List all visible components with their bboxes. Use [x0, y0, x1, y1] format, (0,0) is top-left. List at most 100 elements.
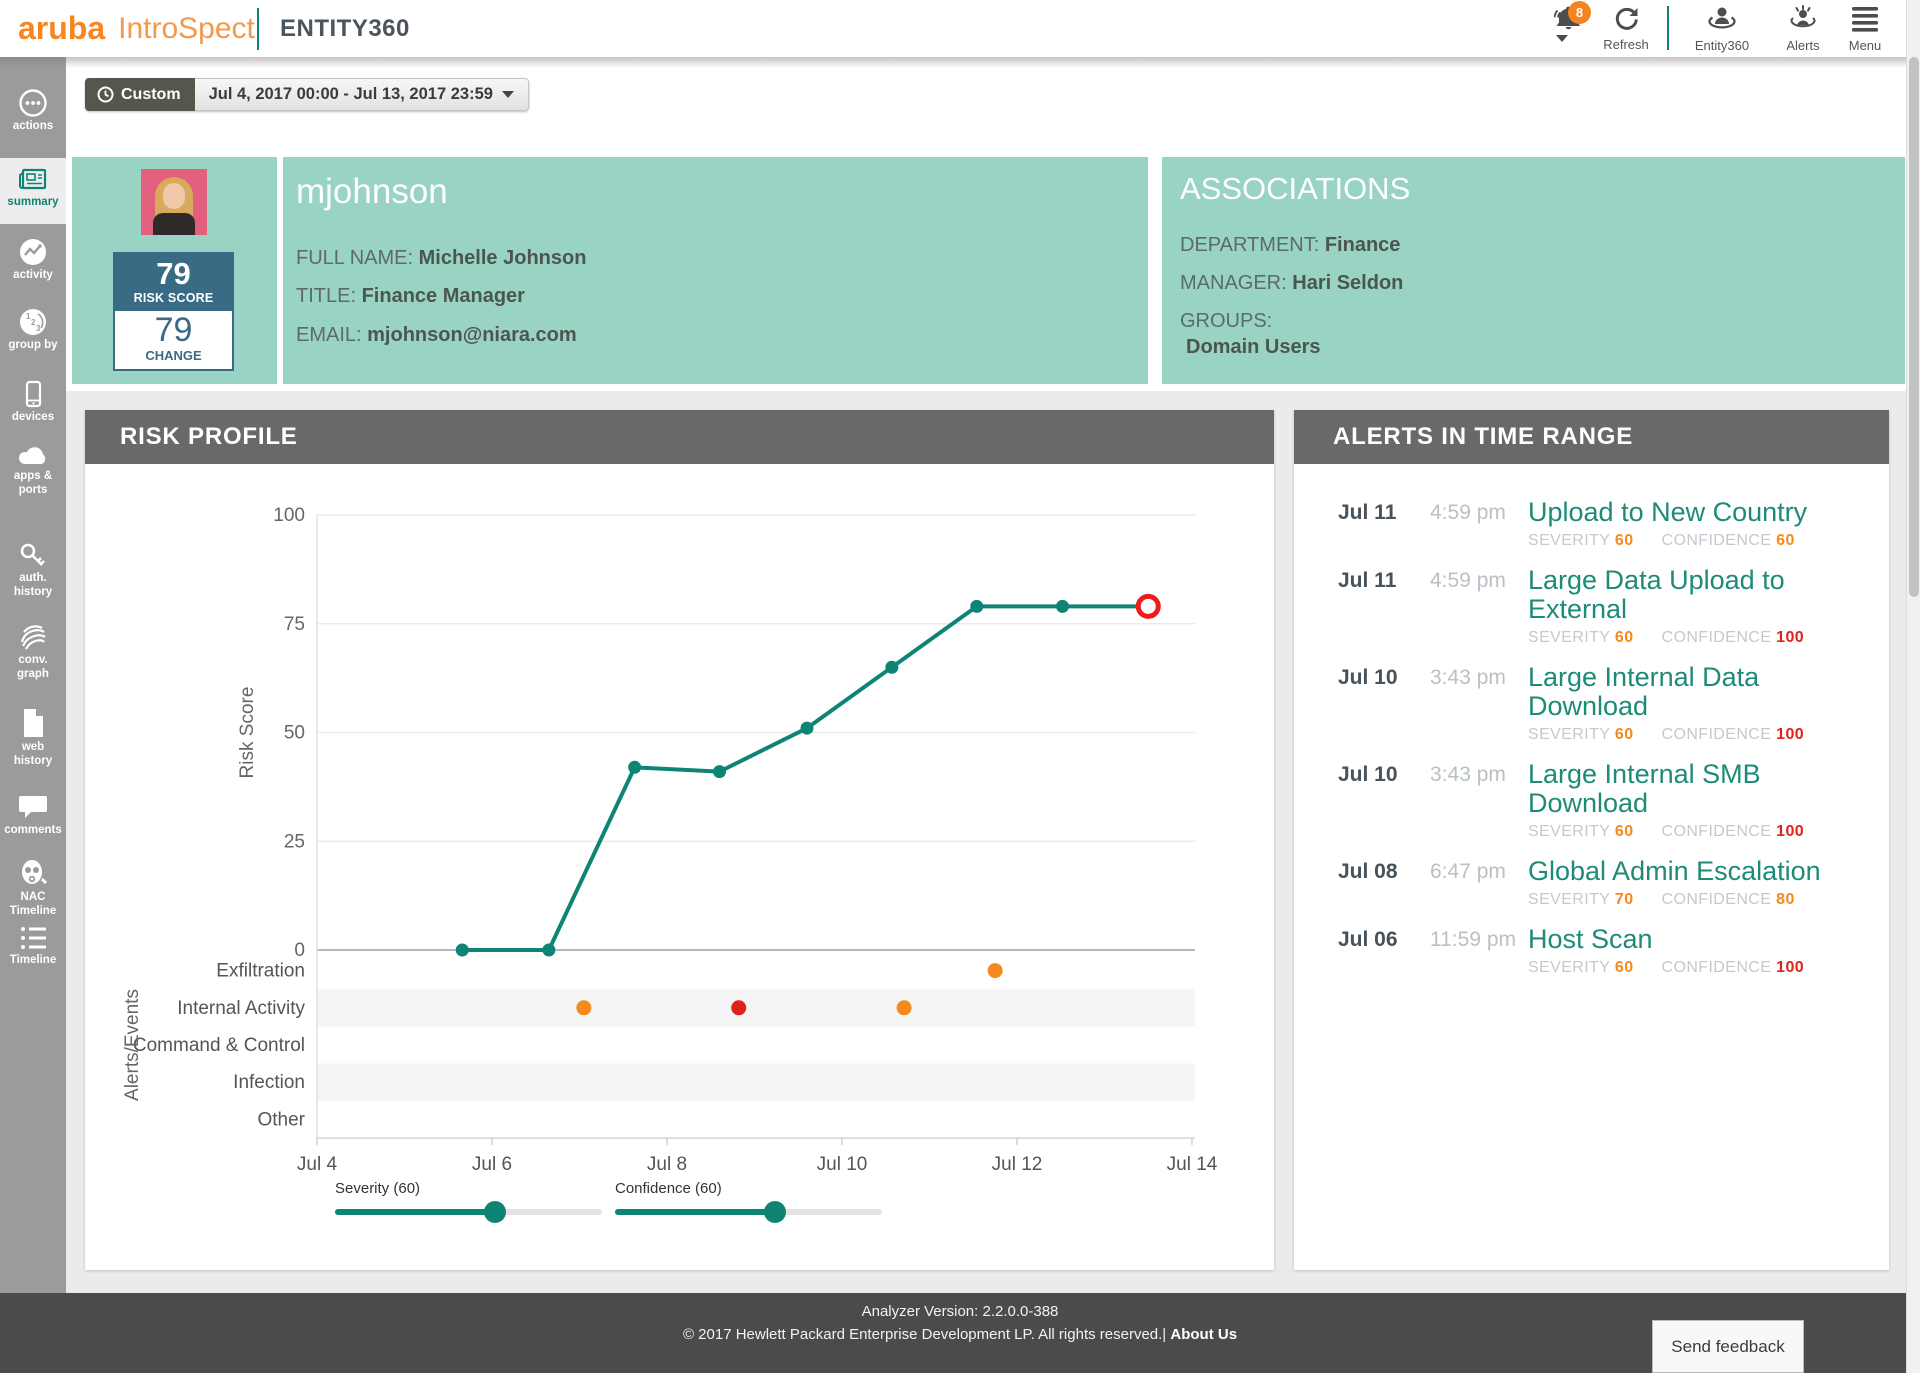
- risk-score-point[interactable]: [628, 760, 642, 774]
- confidence-label: CONFIDENCE: [1661, 532, 1772, 549]
- sidebar-item-group-by[interactable]: 1 2 3 group by: [0, 301, 66, 367]
- sidebar-item-activity[interactable]: activity: [0, 231, 66, 295]
- full-name-row: FULL NAME: Michelle Johnson: [296, 247, 587, 269]
- logo[interactable]: aruba IntroSpect: [18, 0, 255, 57]
- risk-score-point[interactable]: [1056, 599, 1069, 613]
- severity-value: 60: [1614, 629, 1634, 646]
- severity-slider-thumb[interactable]: [484, 1201, 507, 1223]
- confidence-slider[interactable]: Confidence (60): [615, 1180, 882, 1223]
- alert-title[interactable]: Large Internal SMB Download: [1528, 759, 1761, 818]
- sidebar-item-auth-history[interactable]: auth. history: [0, 534, 66, 618]
- alert-time: 4:59 pm: [1430, 501, 1506, 524]
- sidebar-item-timeline[interactable]: Timeline: [0, 918, 66, 986]
- chevron-down-icon: [501, 91, 514, 98]
- risk-score-badge[interactable]: 79 RISK SCORE 79 CHANGE: [113, 252, 234, 371]
- confidence-label: CONFIDENCE: [1661, 891, 1772, 908]
- profile-photo-panel: 79 RISK SCORE 79 CHANGE: [72, 157, 277, 384]
- time-range-value[interactable]: Jul 4, 2017 00:00 - Jul 13, 2017 23:59: [194, 78, 529, 111]
- sidebar-item-devices[interactable]: devices: [0, 373, 66, 437]
- current-risk-marker[interactable]: [1135, 593, 1161, 619]
- header-shadow: [0, 57, 1920, 68]
- event-dot[interactable]: [987, 963, 1003, 979]
- brand-aruba: aruba: [18, 10, 106, 46]
- severity-value: 70: [1614, 891, 1634, 908]
- severity-slider-track[interactable]: [335, 1201, 602, 1223]
- alert-item: Jul 10 3:43 pm Large Internal SMB Download…: [1338, 760, 1878, 841]
- refresh-button[interactable]: Refresh: [1591, 5, 1661, 52]
- alert-title[interactable]: Upload to New Country: [1528, 497, 1808, 527]
- confidence-slider-thumb[interactable]: [764, 1201, 787, 1223]
- alert-time: 11:59 pm: [1430, 928, 1516, 951]
- send-feedback-button[interactable]: Send feedback: [1652, 1320, 1804, 1373]
- alert-title[interactable]: Host Scan: [1528, 924, 1653, 954]
- time-range-type[interactable]: Custom: [85, 78, 195, 111]
- risk-score-point[interactable]: [455, 943, 469, 957]
- scrollbar-thumb[interactable]: [1909, 57, 1919, 597]
- menu-button[interactable]: Menu: [1830, 5, 1900, 53]
- risk-score-point[interactable]: [970, 599, 984, 613]
- email-row: EMAIL: mjohnson@niara.com: [296, 324, 577, 346]
- severity-label: SEVERITY: [1528, 891, 1611, 908]
- event-dot[interactable]: [731, 1000, 747, 1016]
- risk-score-point[interactable]: [885, 660, 899, 674]
- event-dot[interactable]: [576, 1000, 592, 1016]
- clock-icon: [97, 86, 114, 103]
- x-tick-label: Jul 8: [647, 1154, 687, 1175]
- risk-score-line: [462, 604, 1149, 952]
- manager-row: MANAGER: Hari Seldon: [1180, 272, 1404, 294]
- event-dot[interactable]: [896, 1000, 912, 1016]
- y-tick-label: 75: [284, 614, 305, 635]
- confidence-label: CONFIDENCE: [1661, 823, 1772, 840]
- alert-title[interactable]: Large Internal Data Download: [1528, 662, 1760, 721]
- risk-score-point[interactable]: [542, 943, 556, 957]
- sidebar-item-nac-timeline[interactable]: NAC Timeline: [0, 853, 66, 937]
- sidebar-item-apps-ports[interactable]: apps & ports: [0, 436, 66, 518]
- sidebar-item-actions[interactable]: actions: [0, 82, 66, 150]
- sidebar-item-comments[interactable]: comments: [0, 786, 66, 854]
- confidence-slider-track[interactable]: [615, 1201, 882, 1223]
- y-tick-label: 100: [273, 505, 305, 526]
- about-us-link[interactable]: About Us: [1170, 1326, 1238, 1343]
- analyzer-version: Analyzer Version: 2.2.0.0-388: [861, 1303, 1059, 1320]
- alert-title[interactable]: Global Admin Escalation: [1528, 856, 1821, 886]
- svg-text:1: 1: [26, 312, 31, 321]
- menu-icon: [1852, 7, 1878, 32]
- web-history-icon: [19, 707, 47, 737]
- severity-slider[interactable]: Severity (60): [335, 1180, 602, 1223]
- conv-graph-icon: [17, 622, 49, 650]
- risk-score-value: 79: [156, 256, 191, 291]
- svg-text:3: 3: [36, 324, 41, 333]
- sidebar-item-conv-graph[interactable]: conv. graph: [0, 616, 66, 700]
- risk-score-point[interactable]: [800, 721, 814, 735]
- alert-item: Jul 11 4:59 pm Upload to New Country SEVERI…: [1338, 498, 1878, 550]
- department-row: DEPARTMENT: Finance: [1180, 234, 1401, 256]
- confidence-value: 100: [1776, 629, 1805, 646]
- sidebar-item-summary[interactable]: summary: [0, 158, 66, 224]
- title-row: TITLE: Finance Manager: [296, 285, 525, 307]
- confidence-value: 60: [1776, 532, 1795, 549]
- confidence-value: 80: [1776, 891, 1795, 908]
- event-category-label: Infection: [233, 1072, 305, 1093]
- severity-label: SEVERITY: [1528, 532, 1611, 549]
- entity360-button[interactable]: Entity360: [1687, 5, 1757, 53]
- risk-profile-chart[interactable]: 0 25 50 75 100 Exfiltration Internal Activity C…: [85, 464, 1274, 1180]
- severity-value: 60: [1614, 532, 1634, 549]
- alert-time: 3:43 pm: [1430, 666, 1506, 689]
- risk-profile-card: RISK PROFILE 0 25 50 75 100 Exfiltration Inter…: [85, 410, 1274, 1270]
- alert-title[interactable]: Large Data Upload to External: [1528, 565, 1785, 624]
- scrollbar[interactable]: [1906, 0, 1920, 1373]
- severity-label: SEVERITY: [1528, 629, 1611, 646]
- svg-text:2: 2: [31, 318, 36, 327]
- alerts-button[interactable]: Alerts: [1768, 5, 1838, 53]
- x-tick-label: Jul 6: [472, 1154, 512, 1175]
- event-row-stripe: [317, 1063, 1195, 1101]
- time-range-picker[interactable]: Custom Jul 4, 2017 00:00 - Jul 13, 2017 …: [85, 78, 529, 111]
- app-header: aruba IntroSpect ENTITY360 8 Refresh Ent…: [0, 0, 1920, 57]
- notifications-button[interactable]: 8: [1532, 1, 1602, 42]
- sidebar-item-web-history[interactable]: web history: [0, 701, 66, 785]
- risk-score-point[interactable]: [713, 765, 726, 779]
- footer: Analyzer Version: 2.2.0.0-388 © 2017 Hew…: [0, 1293, 1920, 1373]
- alert-item: Jul 08 6:47 pm Global Admin Escalation SEVE…: [1338, 857, 1878, 909]
- confidence-value: 100: [1776, 726, 1805, 743]
